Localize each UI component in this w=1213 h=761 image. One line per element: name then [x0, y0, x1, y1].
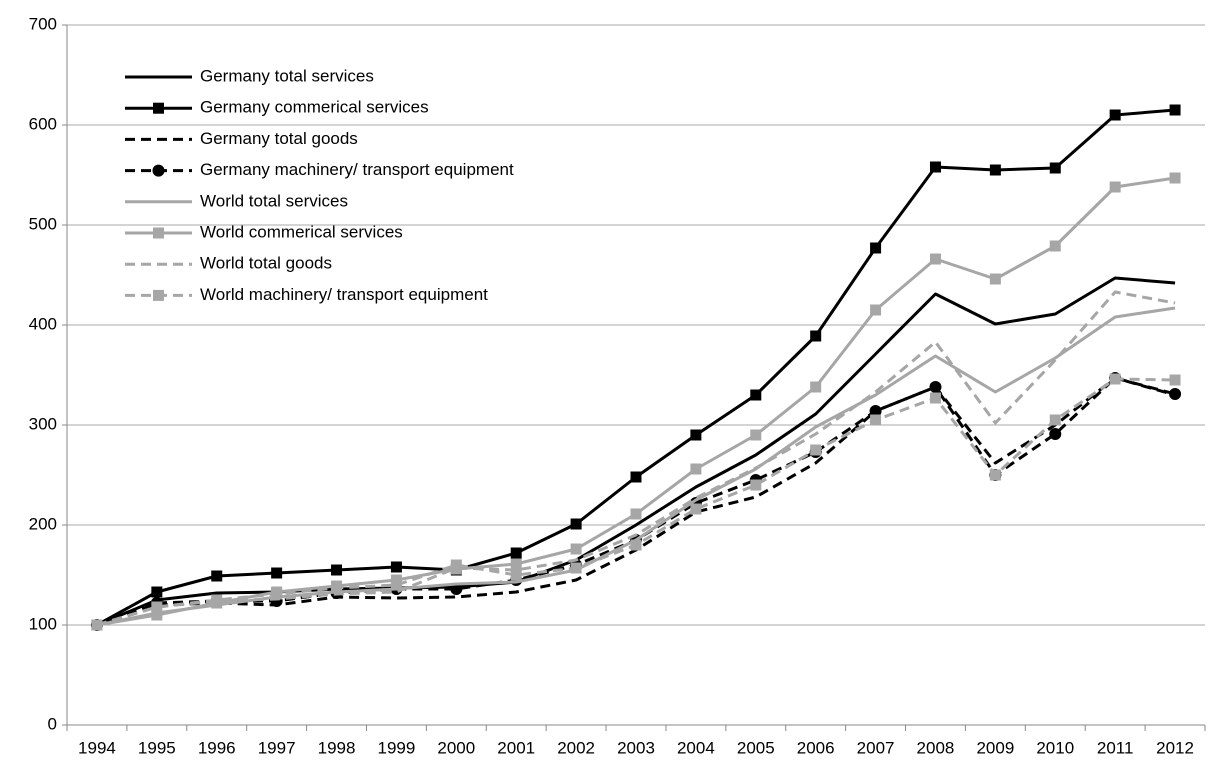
- x-tick-label: 1995: [138, 738, 176, 757]
- x-tick-label: 2000: [437, 738, 475, 757]
- x-tick-label: 2003: [617, 738, 655, 757]
- data-point: [1049, 428, 1062, 440]
- data-point: [331, 564, 343, 576]
- data-point: [869, 405, 882, 417]
- data-point: [151, 609, 163, 621]
- series-line: [96, 306, 1176, 627]
- data-point: [810, 330, 822, 342]
- x-tick-label: 2001: [497, 738, 535, 757]
- series-line: [96, 377, 1176, 627]
- data-point: [1169, 172, 1181, 184]
- series-line: [96, 376, 1176, 627]
- data-point: [870, 304, 882, 316]
- x-tick-label: 2002: [557, 738, 595, 757]
- data-point: [929, 392, 941, 404]
- data-point: [1109, 373, 1121, 385]
- data-point: [690, 429, 702, 441]
- data-point: [510, 558, 522, 570]
- data-point: [1109, 181, 1121, 193]
- legend-label: World machinery/ transport equipment: [200, 285, 488, 304]
- data-point: [91, 619, 103, 631]
- legend-marker: [153, 102, 164, 114]
- data-point: [271, 567, 283, 579]
- y-tick-label: 500: [29, 214, 57, 233]
- x-tick-label: 2010: [1036, 738, 1074, 757]
- data-point: [1049, 162, 1061, 174]
- data-point: [810, 444, 822, 456]
- legend-marker: [153, 227, 164, 239]
- y-tick-label: 700: [29, 14, 57, 33]
- data-point: [151, 586, 163, 598]
- data-point: [989, 469, 1001, 481]
- x-tick-label: 1994: [78, 738, 116, 757]
- legend-label: World commerical services: [200, 222, 403, 241]
- data-point: [630, 539, 642, 551]
- data-point: [331, 582, 343, 594]
- x-tick-label: 2005: [737, 738, 775, 757]
- data-point: [750, 429, 762, 441]
- data-point: [1169, 104, 1181, 116]
- x-tick-label: 2012: [1156, 738, 1194, 757]
- y-tick-label: 200: [29, 514, 57, 533]
- data-point: [450, 583, 463, 595]
- legend-label: World total services: [200, 191, 348, 210]
- series-line: [96, 176, 1176, 627]
- x-tick-label: 2004: [677, 738, 715, 757]
- data-point: [1109, 109, 1121, 121]
- data-point: [1169, 388, 1182, 400]
- legend-label: World total goods: [200, 254, 332, 273]
- x-tick-label: 2011: [1097, 738, 1134, 757]
- x-tick-label: 2007: [857, 738, 895, 757]
- legend-marker: [153, 289, 164, 301]
- data-point: [810, 381, 822, 393]
- y-tick-label: 0: [48, 714, 57, 733]
- x-tick-label: 1999: [378, 738, 416, 757]
- legend-label: Germany total goods: [200, 129, 358, 148]
- y-tick-label: 100: [29, 614, 57, 633]
- data-point: [929, 161, 941, 173]
- y-tick-label: 300: [29, 414, 57, 433]
- data-point: [151, 601, 163, 613]
- x-tick-label: 1996: [198, 738, 236, 757]
- x-tick-label: 2006: [797, 738, 835, 757]
- y-tick-label: 400: [29, 314, 57, 333]
- data-point: [630, 508, 642, 520]
- legend-label: Germany commerical services: [200, 98, 429, 117]
- series-line: [96, 376, 1176, 627]
- data-point: [211, 594, 223, 606]
- x-tick-label: 1997: [258, 738, 296, 757]
- data-point: [870, 414, 882, 426]
- data-point: [690, 503, 702, 515]
- data-point: [211, 570, 223, 582]
- data-point: [570, 562, 582, 574]
- y-tick-label: 600: [29, 114, 57, 133]
- data-point: [630, 471, 642, 483]
- x-tick-label: 2008: [917, 738, 955, 757]
- data-point: [510, 569, 522, 581]
- legend-label: Germany total services: [200, 66, 374, 85]
- data-point: [1049, 240, 1061, 252]
- data-point: [929, 253, 941, 265]
- data-point: [989, 164, 1001, 176]
- data-point: [750, 479, 762, 491]
- data-point: [570, 543, 582, 555]
- data-point: [750, 389, 762, 401]
- data-point: [690, 463, 702, 475]
- data-point: [390, 579, 402, 591]
- data-point: [510, 547, 522, 559]
- data-point: [1169, 374, 1181, 386]
- legend-marker: [152, 164, 165, 177]
- data-point: [390, 561, 402, 573]
- data-point: [450, 559, 462, 571]
- x-tick-label: 2009: [976, 738, 1014, 757]
- data-point: [570, 518, 582, 530]
- legend-label: Germany machinery/ transport equipment: [200, 160, 514, 179]
- data-point: [1049, 414, 1061, 426]
- x-tick-label: 1998: [318, 738, 356, 757]
- data-point: [989, 273, 1001, 285]
- data-point: [870, 242, 882, 254]
- data-point: [271, 588, 283, 600]
- data-point: [929, 381, 942, 393]
